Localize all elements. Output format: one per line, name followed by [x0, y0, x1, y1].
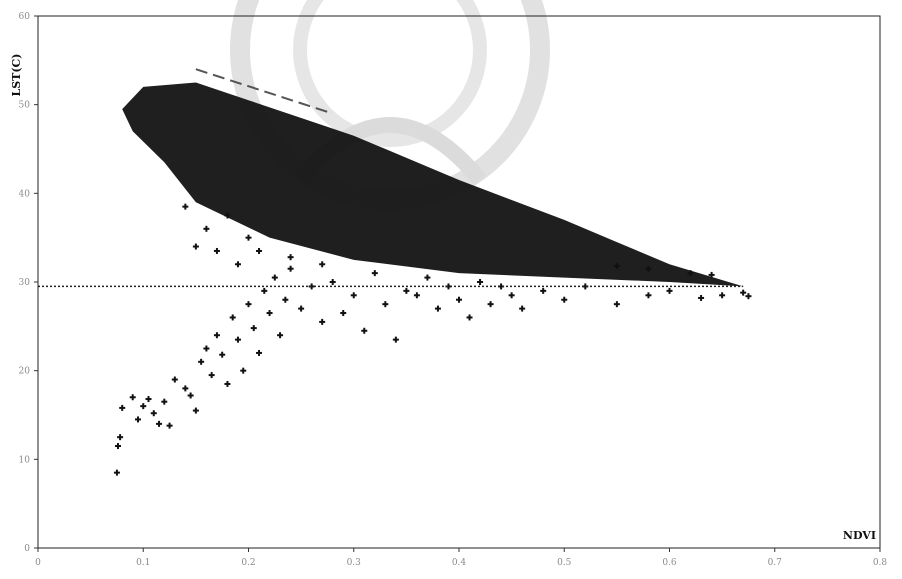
x-tick-label: 0.8	[873, 558, 888, 568]
scatter-point	[167, 423, 173, 429]
scatter-point	[467, 314, 473, 320]
scatter-point	[198, 359, 204, 365]
scatter-point	[277, 332, 283, 338]
scatter-point	[288, 266, 294, 272]
scatter-point	[146, 396, 152, 402]
scatter-point	[182, 204, 188, 210]
scatter-point	[282, 297, 288, 303]
scatter-point	[561, 297, 567, 303]
y-tick-label: 10	[19, 455, 31, 465]
scatter-point	[719, 292, 725, 298]
scatter-point	[203, 226, 209, 232]
x-tick-label: 0.3	[347, 558, 362, 568]
scatter-point	[182, 385, 188, 391]
scatter-point	[298, 306, 304, 312]
scatter-point	[161, 399, 167, 405]
scatter-point	[267, 310, 273, 316]
scatter-point	[193, 244, 199, 250]
scatter-point	[393, 337, 399, 343]
scatter-point	[319, 261, 325, 267]
scatter-point	[130, 394, 136, 400]
scatter-point	[214, 332, 220, 338]
scatter-point	[340, 310, 346, 316]
scatter-point	[414, 292, 420, 298]
scatter-point	[740, 290, 746, 296]
x-tick-label: 0	[35, 558, 41, 568]
scatter-point	[351, 292, 357, 298]
x-tick-label: 0.2	[241, 558, 255, 568]
dense-point-cloud	[122, 83, 743, 287]
scatter-point	[382, 301, 388, 307]
scatter-point	[117, 434, 123, 440]
x-tick-label: 0.7	[768, 558, 783, 568]
scatter-point	[435, 306, 441, 312]
scatter-point	[519, 306, 525, 312]
x-tick-label: 0.5	[557, 558, 572, 568]
scatter-point	[319, 319, 325, 325]
scatter-point	[509, 292, 515, 298]
y-tick-label: 20	[19, 367, 31, 377]
scatter-point	[645, 292, 651, 298]
scatter-point	[698, 295, 704, 301]
scatter-point	[172, 377, 178, 383]
scatter-point	[246, 235, 252, 241]
scatter-point	[115, 443, 121, 449]
scatter-point	[119, 405, 125, 411]
scatter-point	[114, 470, 120, 476]
y-axis-title: LST(C)	[10, 53, 23, 96]
scatter-point	[230, 314, 236, 320]
scatter-point	[488, 301, 494, 307]
scatter-point	[235, 337, 241, 343]
scatter-point	[135, 416, 141, 422]
scatter-point	[193, 408, 199, 414]
scatter-point	[209, 372, 215, 378]
scatter-point	[214, 248, 220, 254]
x-axis-title: NDVI	[843, 529, 876, 542]
x-tick-label: 0.1	[136, 558, 150, 568]
y-tick-label: 0	[24, 544, 30, 554]
scatter-point	[156, 421, 162, 427]
scatter-point	[240, 368, 246, 374]
scatter-point	[372, 270, 378, 276]
y-tick-label: 60	[19, 12, 31, 22]
scatter-point	[424, 275, 430, 281]
scatter-point	[256, 248, 262, 254]
scatter-point	[745, 293, 751, 299]
scatter-point	[256, 350, 262, 356]
scatter-point	[188, 392, 194, 398]
scatter-point	[261, 288, 267, 294]
scatter-point	[151, 410, 157, 416]
scatter-point	[403, 288, 409, 294]
scatter-point	[272, 275, 278, 281]
y-tick-label: 30	[19, 278, 31, 288]
scatter-point	[235, 261, 241, 267]
x-tick-label: 0.6	[662, 558, 677, 568]
scatter-point	[667, 288, 673, 294]
x-tick-label: 0.4	[452, 558, 467, 568]
scatter-point	[288, 254, 294, 260]
scatter-point	[219, 352, 225, 358]
scatter-point	[614, 301, 620, 307]
scatter-point	[246, 301, 252, 307]
scatter-point	[477, 279, 483, 285]
scatter-point	[361, 328, 367, 334]
scatter-point	[330, 279, 336, 285]
y-tick-label: 50	[19, 101, 31, 111]
scatter-point	[456, 297, 462, 303]
y-tick-label: 40	[19, 189, 31, 199]
scatter-point	[251, 325, 257, 331]
scatter-point	[540, 288, 546, 294]
scatter-point	[224, 381, 230, 387]
scatter-point	[203, 346, 209, 352]
scatter-point	[140, 403, 146, 409]
